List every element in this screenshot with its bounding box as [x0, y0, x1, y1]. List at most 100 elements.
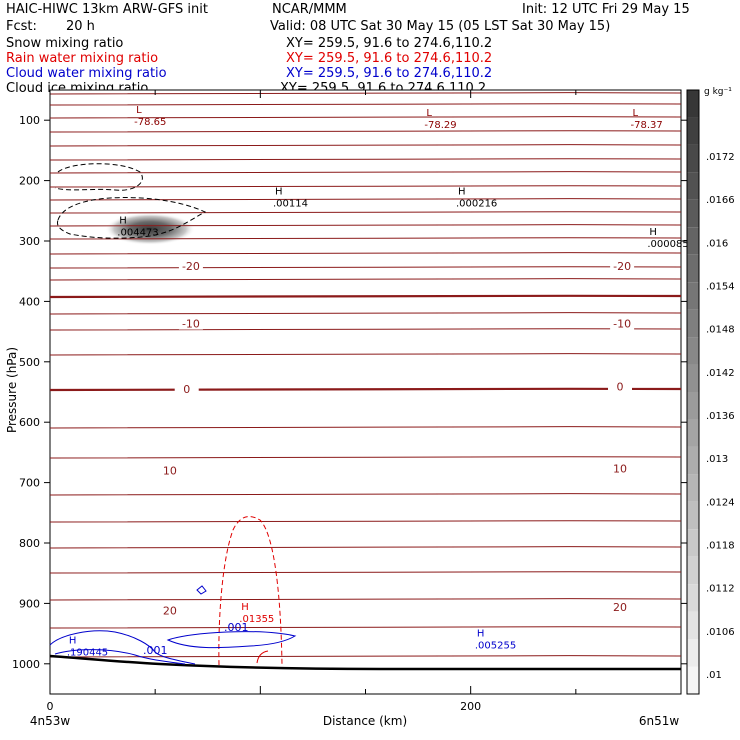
extremum-value: .000216 — [456, 199, 497, 210]
colorbar-swatch — [687, 556, 699, 585]
colorbar-swatch — [687, 446, 699, 475]
temperature-contour-line — [49, 158, 682, 161]
colorbar-swatch — [687, 639, 699, 667]
colorbar-swatch — [687, 364, 699, 392]
colorbar-label: .0166 — [706, 195, 735, 206]
cloud-ice-contour — [57, 197, 207, 239]
extremum-marker: L — [426, 108, 432, 119]
temperature-contour-line — [49, 130, 682, 133]
init-time: Init: 12 UTC Fri 29 May 15 — [522, 2, 690, 17]
colorbar-swatch — [687, 419, 699, 447]
rain-water-contour — [256, 650, 269, 664]
colorbar-swatch — [687, 254, 699, 283]
extremum-value: -78.29 — [424, 120, 456, 131]
colorbar-label: .0112 — [706, 584, 735, 595]
temperature-contour-line — [49, 520, 682, 523]
extremum-value: .005255 — [475, 641, 516, 652]
field-name-rain: Rain water mixing ratio — [6, 51, 159, 66]
temperature-label-bg — [608, 600, 633, 613]
extremum-value: -78.37 — [631, 120, 663, 131]
temperature-contour-line — [49, 185, 682, 188]
colorbar-label: .0154 — [706, 282, 735, 293]
y-tick-label: 500 — [19, 356, 40, 369]
organization: NCAR/MMM — [272, 2, 347, 17]
colorbar-swatch — [687, 501, 699, 530]
colorbar-swatch — [687, 144, 699, 173]
extremum-value: .004473 — [117, 228, 158, 239]
extremum-value: -78.65 — [134, 117, 166, 128]
extremum-marker: H — [649, 227, 657, 238]
colorbar-label: .0124 — [706, 497, 735, 508]
rain-water-contour — [218, 516, 283, 666]
temperature-contour-line — [49, 103, 682, 106]
extremum-value: .01355 — [239, 614, 274, 625]
colorbar-swatch — [687, 337, 699, 365]
y-tick-label: 900 — [19, 597, 40, 610]
colorbar-swatch — [687, 392, 699, 420]
extremum-marker: H — [69, 635, 77, 646]
extremum-value: .00114 — [273, 199, 308, 210]
colorbar-swatch — [687, 227, 699, 255]
colorbar-label: .0148 — [706, 325, 735, 336]
extremum-value: .000085 — [647, 239, 688, 250]
temperature-contour-line — [49, 626, 682, 629]
temperature-contour-line — [49, 237, 682, 240]
colorbar-unit: g kg⁻¹ — [704, 87, 732, 97]
extremum-marker: L — [136, 105, 142, 116]
colorbar-swatch — [687, 529, 699, 557]
colorbar-label: .013 — [706, 454, 728, 465]
colorbar-frame — [686, 89, 700, 695]
colorbar-label: .016 — [706, 238, 728, 249]
colorbar-swatch — [687, 611, 699, 640]
temperature-label-bg — [157, 464, 182, 477]
temperature-label: 10 — [163, 464, 177, 477]
temperature-label: 20 — [163, 604, 177, 617]
temperature-contour-line — [49, 387, 682, 392]
plot-frame — [49, 89, 682, 695]
colorbar-swatch — [687, 117, 699, 145]
colorbar-label: .01 — [706, 670, 722, 681]
field-xy-snow: XY= 259.5, 91.6 to 274.6,110.2 — [286, 36, 493, 51]
temperature-contour-line — [49, 456, 682, 459]
cloud-ice-contour — [54, 163, 143, 191]
colorbar-swatch — [687, 282, 699, 310]
left-endpoint-label: 4n53w — [30, 714, 71, 728]
y-tick-label: 300 — [19, 235, 40, 248]
temperature-label: 10 — [613, 463, 627, 476]
x-tick-label: 200 — [460, 700, 481, 713]
y-tick-label: 1000 — [12, 658, 40, 671]
right-endpoint-label: 6n51w — [639, 714, 680, 728]
colorbar-swatch — [687, 474, 699, 502]
extremum-marker: H — [275, 187, 283, 198]
temperature-label: 20 — [613, 601, 627, 614]
colorbar-swatch — [687, 172, 699, 200]
field-xy-rain: XY= 259.5, 91.6 to 274.6,110.2 — [286, 51, 493, 66]
y-tick-label: 600 — [19, 416, 40, 429]
y-tick-label: 700 — [19, 477, 40, 490]
colorbar-label: .0172 — [706, 152, 735, 163]
temperature-contour-line — [49, 211, 682, 214]
extremum-marker: L — [633, 108, 639, 119]
colorbar: .0172 .0166 .016 .0154 .0148 .0142 .0136 .013 .0… — [686, 89, 735, 695]
field-name-snow: Snow mixing ratio — [6, 36, 124, 51]
y-tick-label: 200 — [19, 175, 40, 188]
colorbar-label: .0118 — [706, 541, 735, 552]
cloud-water-contour — [196, 585, 207, 595]
forecast-hour: 20 h — [66, 19, 95, 34]
temperature-contour-line — [49, 266, 682, 269]
temperature-label-bg — [608, 380, 633, 393]
temperature-label: -20 — [613, 260, 631, 273]
temperature-label: -10 — [613, 318, 631, 331]
temperature-label-bg — [608, 462, 633, 475]
temperature-contour-line — [49, 328, 682, 331]
temperature-label: -20 — [182, 260, 200, 273]
plot-title: HAIC-HIWC 13km ARW-GFS init — [6, 2, 208, 17]
colorbar-swatch — [687, 309, 699, 338]
temperature-labels: -20 -20 -10 -10 0 0 10 10 20 20 — [157, 260, 635, 617]
y-tick-label: 800 — [19, 537, 40, 550]
y-tick-label: 100 — [19, 114, 40, 127]
cloud-water-contour — [54, 649, 186, 665]
x-axis: 0 200 — [47, 90, 682, 713]
colorbar-label: .0142 — [706, 368, 735, 379]
